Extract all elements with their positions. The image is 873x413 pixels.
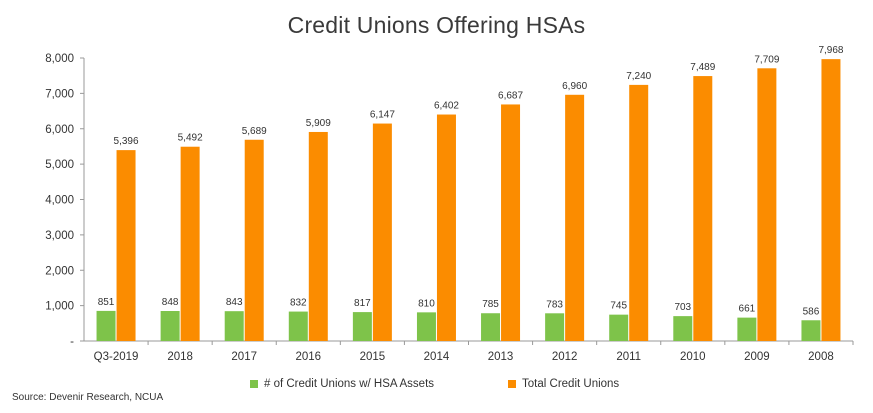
data-label-hsa: 745 [610, 301, 627, 312]
x-tick-label: 2013 [488, 351, 514, 363]
data-label-total: 5,689 [242, 126, 267, 137]
bar-hsa [609, 314, 629, 341]
data-label-total: 5,396 [114, 136, 139, 147]
bar-total [693, 76, 713, 341]
y-tick-label: 5,000 [45, 159, 74, 171]
bar-total [372, 123, 392, 342]
bar-hsa [96, 310, 116, 341]
data-label-total: 6,687 [498, 90, 523, 101]
data-label-hsa: 586 [803, 306, 820, 317]
bar-hsa [352, 312, 372, 341]
data-label-total: 5,492 [178, 133, 203, 144]
data-label-total: 6,960 [562, 81, 587, 92]
data-label-total: 5,909 [306, 118, 331, 129]
data-label-total: 6,402 [434, 101, 459, 112]
bar-hsa [481, 313, 501, 341]
legend-item-total: Total Credit Unions [508, 378, 619, 390]
x-tick-label: 2015 [360, 351, 386, 363]
x-tick-label: 2011 [616, 351, 641, 363]
data-label-hsa: 661 [739, 304, 756, 315]
x-tick-label: 2018 [167, 351, 193, 363]
x-tick-label: 2010 [680, 351, 706, 363]
y-tick-label: 2,000 [45, 265, 74, 277]
bar-total [116, 150, 136, 341]
bar-hsa [224, 311, 244, 341]
data-label-hsa: 817 [354, 298, 371, 309]
bar-hsa [673, 316, 693, 341]
bar-total [629, 84, 649, 341]
bar-total [501, 104, 521, 341]
data-label-hsa: 843 [226, 297, 243, 308]
bar-hsa [801, 320, 821, 341]
data-label-total: 6,147 [370, 110, 395, 121]
bar-total [565, 94, 585, 341]
bar-total [308, 131, 328, 341]
data-label-total: 7,240 [626, 71, 651, 82]
y-tick-label: - [70, 336, 74, 348]
x-tick-label: 2008 [808, 351, 834, 363]
chart-legend: # of Credit Unions w/ HSA Assets Total C… [250, 378, 693, 390]
bar-hsa [288, 311, 308, 341]
bar-total [436, 114, 456, 341]
data-label-hsa: 703 [674, 302, 691, 313]
bar-total [757, 68, 777, 341]
y-tick-label: 1,000 [45, 301, 74, 313]
y-tick-label: 4,000 [45, 195, 74, 207]
data-label-hsa: 848 [162, 297, 179, 308]
legend-swatch-hsa [250, 380, 258, 388]
data-label-hsa: 810 [418, 298, 435, 309]
x-tick-label: 2016 [295, 351, 321, 363]
bar-hsa [737, 317, 757, 341]
chart-title: Credit Unions Offering HSAs [287, 12, 586, 38]
x-tick-label: Q3-2019 [94, 351, 139, 363]
data-label-total: 7,489 [690, 62, 715, 73]
bar-hsa [160, 311, 180, 341]
data-label-hsa: 832 [290, 298, 307, 309]
data-label-total: 7,709 [754, 54, 779, 65]
data-label-total: 7,968 [818, 45, 843, 56]
legend-label-hsa: # of Credit Unions w/ HSA Assets [264, 378, 435, 390]
y-tick-label: 8,000 [45, 53, 74, 65]
x-tick-label: 2009 [744, 351, 770, 363]
x-tick-label: 2012 [552, 351, 578, 363]
legend-item-hsa: # of Credit Unions w/ HSA Assets [250, 378, 434, 390]
legend-swatch-total [508, 380, 517, 388]
bar-total [244, 139, 264, 341]
bar-total [821, 59, 841, 342]
legend-label-total: Total Credit Unions [522, 378, 620, 390]
y-tick-label: 7,000 [45, 88, 74, 100]
x-tick-label: 2017 [231, 351, 257, 363]
data-label-hsa: 851 [98, 297, 115, 308]
bar-total [180, 146, 200, 341]
data-label-hsa: 783 [546, 299, 563, 310]
y-tick-label: 3,000 [45, 230, 74, 242]
data-label-hsa: 785 [482, 299, 499, 310]
y-tick-label: 6,000 [45, 124, 74, 136]
x-tick-label: 2014 [424, 351, 450, 363]
bar-hsa [416, 312, 436, 341]
source-note: Source: Devenir Research, NCUA [12, 392, 164, 403]
bar-hsa [545, 313, 565, 341]
